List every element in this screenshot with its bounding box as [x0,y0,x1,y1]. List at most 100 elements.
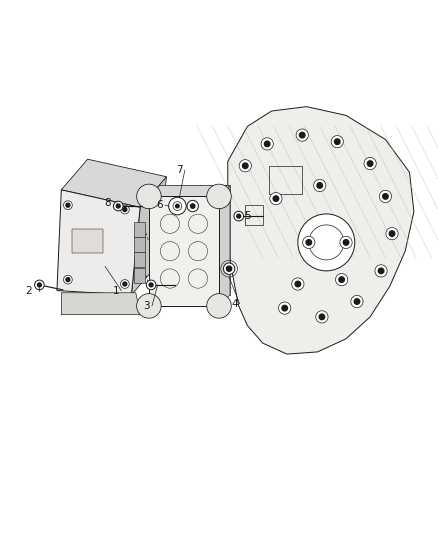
Circle shape [339,277,344,282]
Circle shape [167,248,173,254]
Circle shape [300,132,305,138]
Polygon shape [61,293,140,314]
Text: 3: 3 [143,301,150,311]
Circle shape [303,236,315,248]
Circle shape [295,281,300,287]
Circle shape [64,275,72,284]
Circle shape [146,194,152,199]
Circle shape [120,205,129,214]
Circle shape [66,278,70,281]
Circle shape [243,163,248,168]
Text: 5: 5 [244,211,251,221]
Circle shape [191,204,195,208]
Circle shape [123,207,127,212]
Circle shape [265,141,270,147]
Polygon shape [134,253,145,268]
Text: 6: 6 [156,200,163,210]
Polygon shape [134,268,145,282]
Polygon shape [72,229,103,253]
Circle shape [234,211,244,221]
Circle shape [367,161,373,166]
Circle shape [187,200,198,212]
Circle shape [163,244,177,258]
Text: 7: 7 [176,165,183,175]
Circle shape [340,236,352,248]
Circle shape [282,305,287,311]
Circle shape [317,183,322,188]
Text: 2: 2 [25,286,32,296]
Circle shape [143,191,155,202]
Circle shape [191,271,205,286]
Polygon shape [149,197,219,306]
Circle shape [223,263,235,274]
Circle shape [270,192,282,205]
Circle shape [273,196,279,201]
Circle shape [213,300,225,312]
Circle shape [195,276,201,282]
Circle shape [120,280,129,288]
Circle shape [216,194,222,199]
Circle shape [213,191,225,202]
Circle shape [296,129,308,141]
Circle shape [343,240,349,245]
Circle shape [35,280,44,290]
Circle shape [169,197,186,215]
Circle shape [316,311,328,323]
Circle shape [216,303,222,309]
Circle shape [137,294,161,318]
Circle shape [306,240,311,245]
Circle shape [279,302,291,314]
Circle shape [319,314,325,320]
Circle shape [378,268,384,273]
Circle shape [149,283,153,287]
Circle shape [146,280,156,290]
Polygon shape [228,107,414,354]
Circle shape [331,135,343,148]
Circle shape [191,244,205,258]
Circle shape [226,266,232,271]
Circle shape [354,299,360,304]
Circle shape [314,179,326,191]
Circle shape [176,204,179,208]
Circle shape [239,159,251,172]
Polygon shape [160,185,230,295]
Circle shape [207,294,231,318]
Circle shape [364,157,376,169]
Circle shape [143,300,155,312]
Polygon shape [57,190,140,295]
Circle shape [335,139,340,144]
Circle shape [237,214,240,218]
Circle shape [64,201,72,209]
Circle shape [389,231,395,237]
Circle shape [336,273,348,286]
Circle shape [386,228,398,240]
Polygon shape [131,177,166,295]
Polygon shape [219,185,230,306]
Circle shape [383,193,388,199]
Circle shape [351,295,363,308]
Polygon shape [83,159,166,264]
Circle shape [375,265,387,277]
Circle shape [38,283,41,287]
Polygon shape [134,237,145,252]
Text: 4: 4 [231,298,238,309]
Circle shape [379,190,392,203]
Circle shape [298,214,355,271]
Circle shape [163,271,177,286]
Circle shape [113,201,123,211]
Circle shape [167,221,173,227]
Circle shape [261,138,273,150]
Text: 8: 8 [104,198,111,208]
Circle shape [163,217,177,231]
Circle shape [117,204,120,208]
Circle shape [292,278,304,290]
Circle shape [207,184,231,209]
Circle shape [195,221,201,227]
Text: 1: 1 [113,286,120,296]
Circle shape [123,282,127,286]
Circle shape [167,276,173,282]
Circle shape [137,184,161,209]
Polygon shape [134,222,145,237]
Circle shape [191,217,205,231]
Circle shape [146,303,152,309]
